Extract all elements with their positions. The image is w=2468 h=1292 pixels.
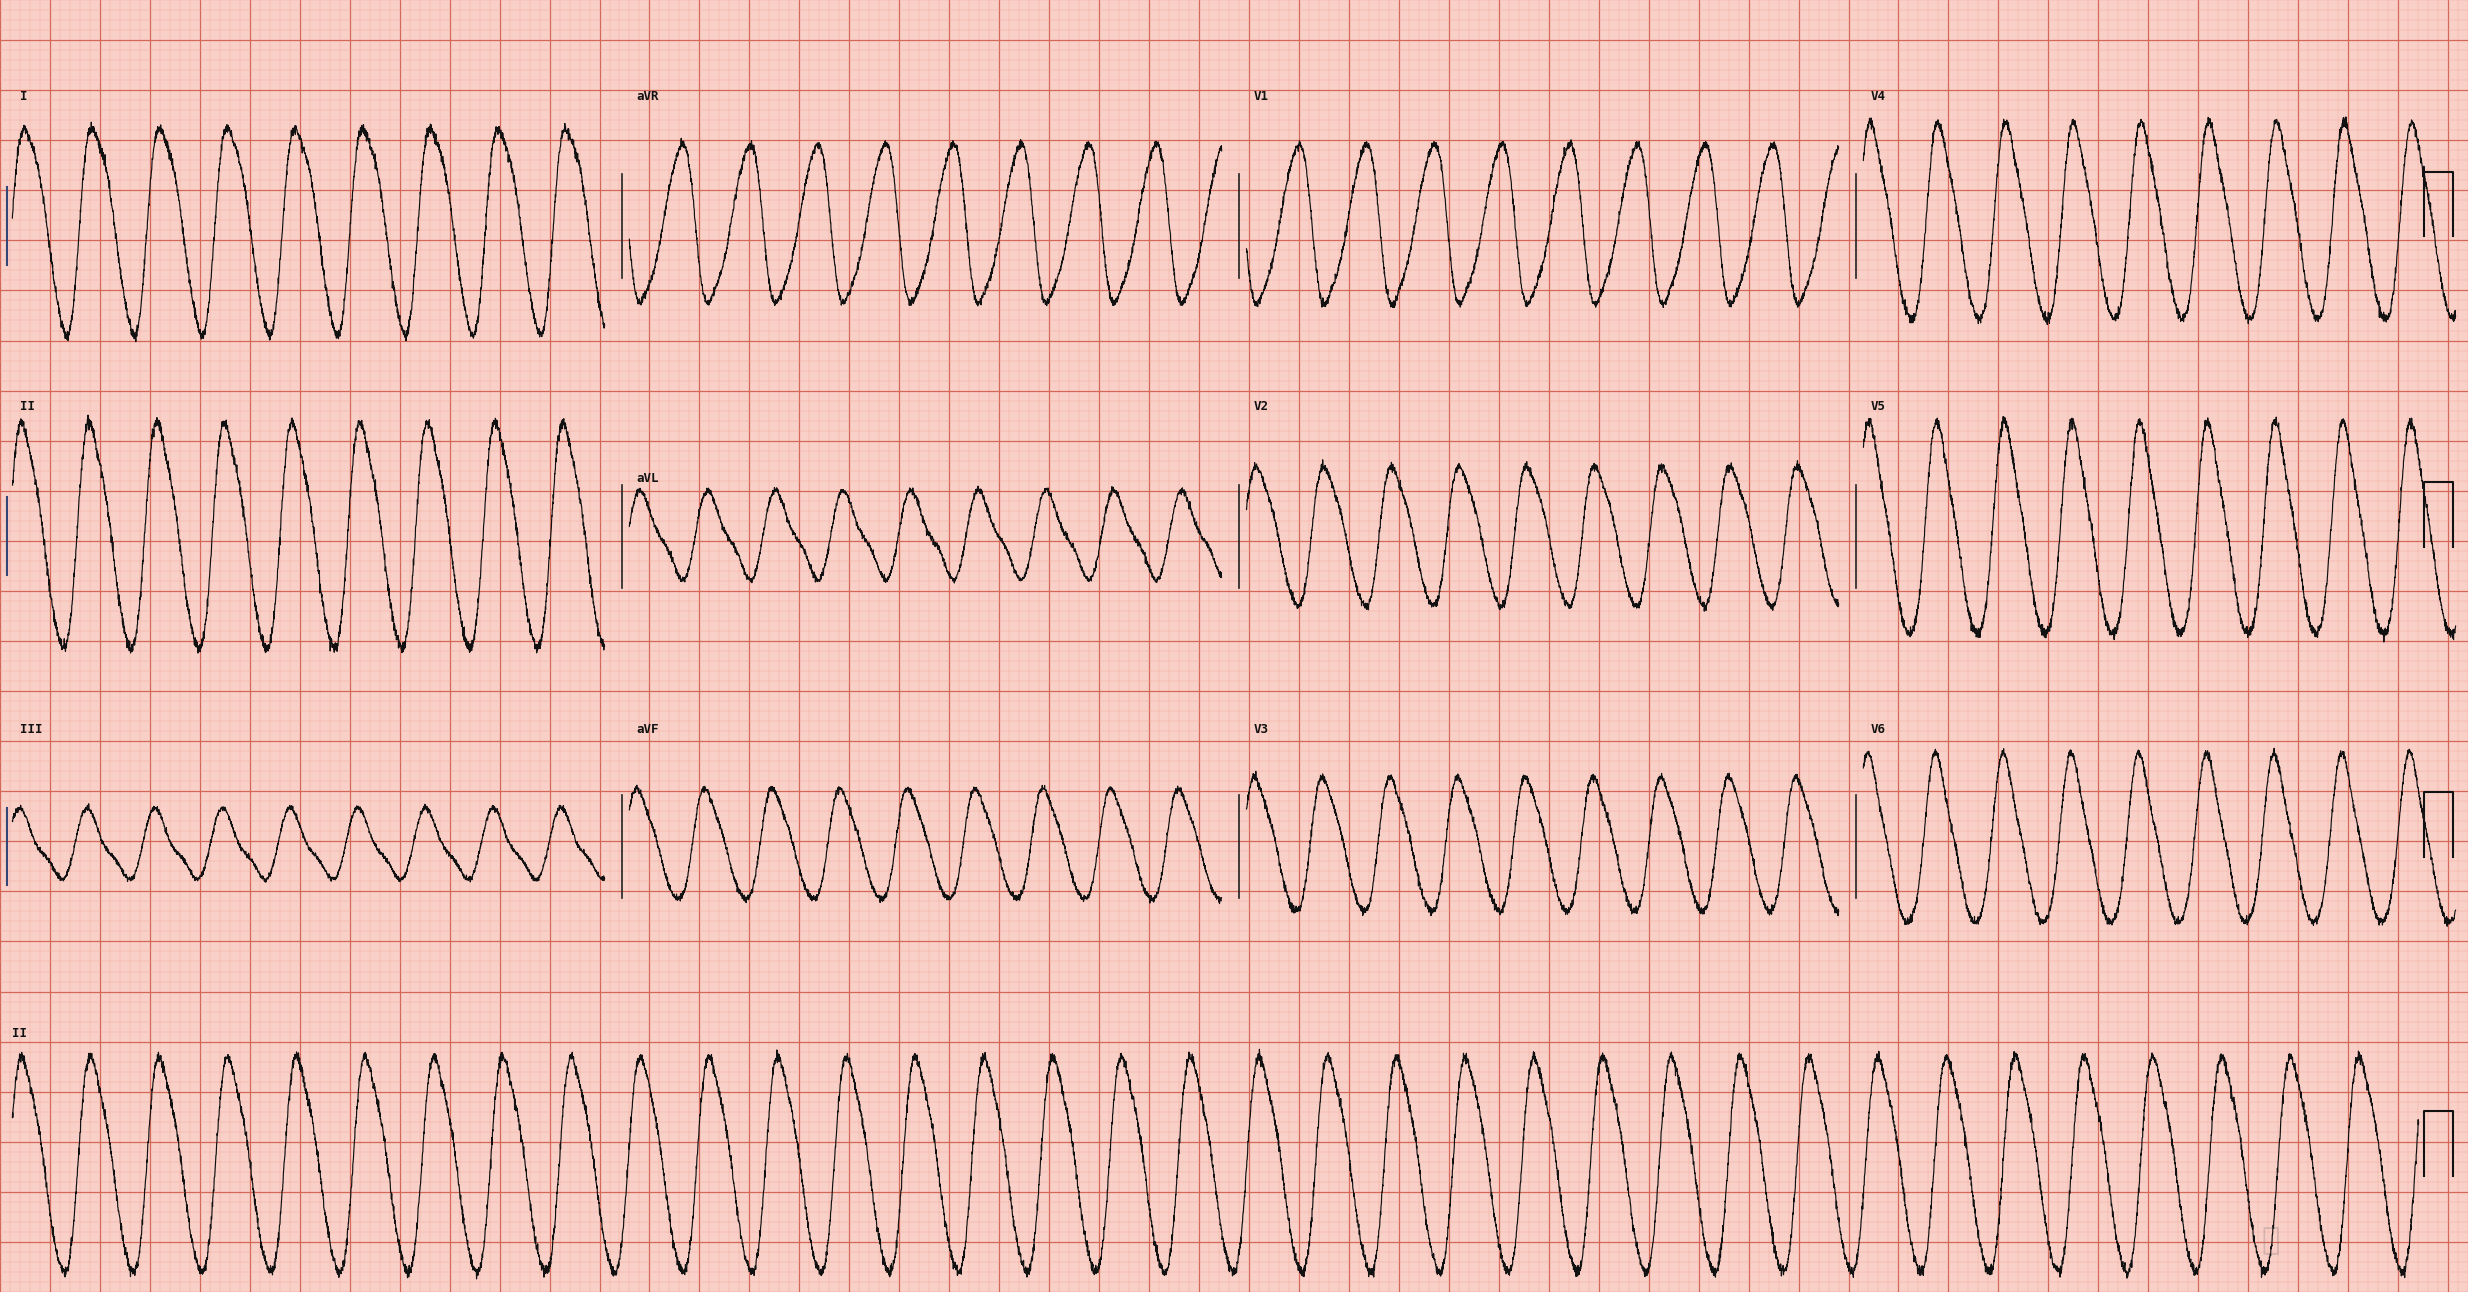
Text: V3: V3 — [1254, 724, 1269, 736]
Text: V4: V4 — [1871, 90, 1886, 103]
Text: II: II — [12, 1027, 27, 1040]
Text: V6: V6 — [1871, 724, 1886, 736]
Text: III: III — [20, 724, 42, 736]
Text: V5: V5 — [1871, 401, 1886, 413]
Text: aVL: aVL — [637, 472, 659, 484]
Text: I: I — [20, 90, 27, 103]
Text: aVF: aVF — [637, 724, 659, 736]
Text: 🦅: 🦅 — [2261, 1226, 2280, 1255]
Text: V2: V2 — [1254, 401, 1269, 413]
Text: aVR: aVR — [637, 90, 659, 103]
Text: V1: V1 — [1254, 90, 1269, 103]
Text: II: II — [20, 401, 35, 413]
